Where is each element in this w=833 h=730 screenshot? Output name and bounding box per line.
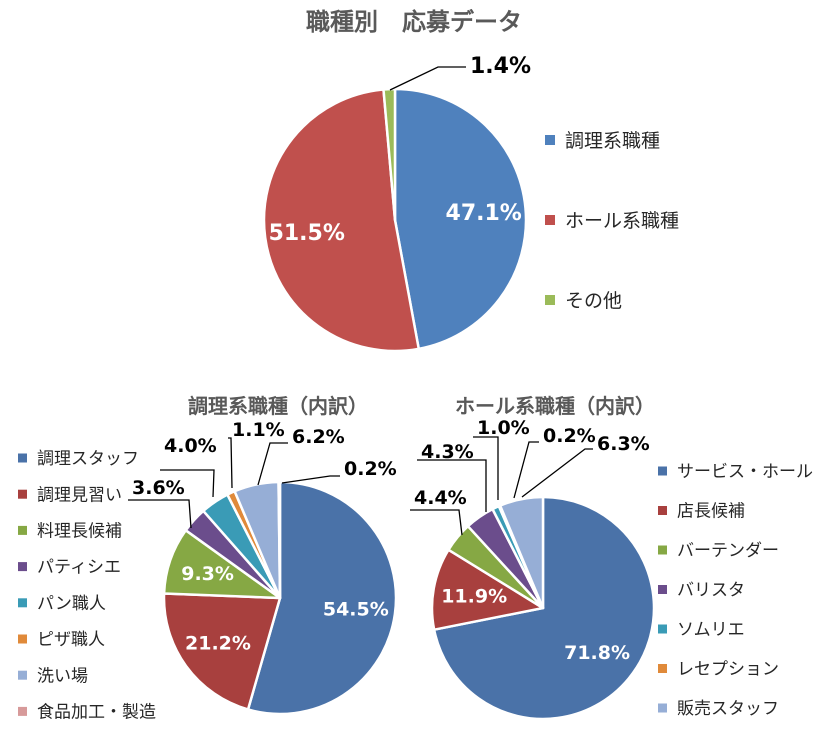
chart1-leader-line-5 [228,437,233,489]
chart1-data-label-3: 3.6% [132,477,185,499]
chart1-legend-swatch-7 [18,706,27,716]
chart2-data-label-1: 11.9% [441,585,507,607]
chart1-leader-line-3 [128,499,192,529]
chart2-data-label-2: 4.4% [414,487,467,509]
chart1-legend-label-4: パン職人 [37,594,106,614]
chart2-data-label-3: 4.3% [421,441,474,463]
chart1-data-label-6: 6.2% [292,426,345,448]
chart1-legend-label-0: 調理スタッフ [37,449,139,469]
chart2-leader-line-3 [417,459,487,512]
chart1-legend-label-1: 調理見習い [37,485,122,505]
chart1-legend-swatch-6 [18,670,27,680]
chart2-slice-1 [430,548,545,631]
chart2-data-label-4: 1.0% [477,417,530,439]
chart1-legend-label-5: ピザ職人 [37,630,105,650]
chart1-slice-7 [277,480,282,600]
chart2-data-label-0: 71.8% [564,642,630,664]
chart2-leader-line-2 [410,509,463,536]
chart2-legend-swatch-0 [658,466,667,476]
chart1-legend-swatch-0 [18,453,27,463]
chart1-legend-swatch-2 [18,525,27,535]
chart0-legend-swatch-0 [545,135,555,145]
chart2-data-label-6: 6.3% [597,433,650,455]
chart0-legend-label-0: 調理系職種 [565,130,660,152]
chart1-leader-line-4 [160,469,215,498]
chart1-legend-label-3: パティシエ [37,558,121,578]
chart0-legend-label-2: その他 [565,290,622,312]
chart1-legend-swatch-1 [18,489,27,499]
chart1-slice-1 [162,592,282,711]
chart2-legend-label-5: レセプション [677,660,779,680]
chart1-leader-line-7 [281,475,340,484]
chart1-data-label-1: 21.2% [185,633,251,655]
chart0-slice-1 [262,88,420,353]
chart0-slice-0 [393,87,528,351]
chart2-legend-label-3: バリスタ [677,581,745,601]
chart1-legend-swatch-4 [18,598,27,608]
main-chart-title: 職種別 応募データ [306,8,522,36]
chart2-legend-swatch-1 [658,506,667,515]
chart2-legend-swatch-4 [658,624,667,634]
chart0-data-label-0: 47.1% [446,201,522,226]
chart0-legend-label-1: ホール系職種 [565,210,679,232]
hall-chart-title: ホール系職種（内訳） [455,394,655,418]
chart1-slice-0 [246,480,398,716]
chart2-legend-swatch-5 [658,664,667,673]
chart0-legend-swatch-1 [545,215,555,225]
chart2-leader-line-4 [473,436,499,500]
chart1-data-label-5: 1.1% [232,419,285,441]
chart1-data-label-4: 4.0% [164,435,217,457]
chart1-data-label-0: 54.5% [323,598,389,620]
chart1-data-label-2: 9.3% [181,563,234,585]
chart1-legend-label-7: 食品加工・製造 [37,703,156,723]
chart2-legend-swatch-3 [658,585,667,594]
chart2-leader-line-5 [513,441,539,499]
chart2-legend-swatch-2 [658,545,667,555]
chart2-legend-label-6: 販売スタッフ [677,699,779,719]
chart2-legend-swatch-6 [658,703,667,713]
chart1-legend-swatch-3 [18,562,27,572]
chart2-slice-6 [498,495,545,610]
chart2-legend-label-2: バーテンダー [677,541,779,561]
chart1-legend-swatch-5 [18,634,27,644]
chart2-legend-label-1: 店長候補 [677,502,745,522]
chart2-data-label-5: 0.2% [543,425,596,447]
chart2-legend-label-0: サービス・ホール [677,462,813,482]
chart0-data-label-1: 51.5% [269,221,345,246]
chart2-legend-label-4: ソムリエ [677,620,745,640]
chart0-leader-line-2 [389,66,466,91]
chart1-legend-label-2: 料理長候補 [37,522,122,542]
chart0-legend-swatch-2 [545,295,555,305]
chart1-leader-line-6 [257,442,288,486]
chart0-slice-2 [382,87,397,222]
cooking-chart-title: 調理系職種（内訳） [188,394,368,418]
chart1-legend-label-6: 洗い場 [37,666,88,686]
chart2-leader-line-6 [521,448,593,498]
chart1-data-label-7: 0.2% [344,458,397,480]
chart0-data-label-2: 1.4% [470,54,531,79]
